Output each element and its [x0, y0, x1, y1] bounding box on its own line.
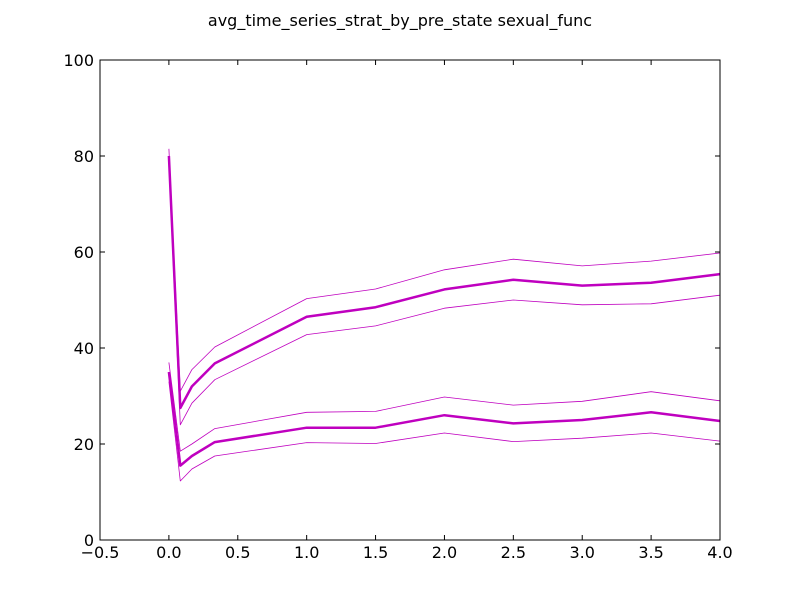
y-tick-label: 100	[63, 51, 94, 70]
y-tick-label: 0	[84, 531, 94, 550]
x-tick-label: 0.0	[156, 543, 181, 562]
series-line-4-mean	[167, 371, 721, 467]
series-line-2-upper-band	[168, 148, 721, 392]
x-tick-label: −0.5	[81, 543, 120, 562]
x-tick-label: 1.5	[363, 543, 388, 562]
series-layer	[167, 148, 721, 482]
x-tick-label: 3.5	[638, 543, 663, 562]
y-tick-label: 20	[74, 435, 94, 454]
y-tick-label: 80	[74, 147, 94, 166]
y-tick-label: 60	[74, 243, 94, 262]
series-line-6-lower-band	[168, 381, 721, 482]
series-line-3-lower-band	[168, 163, 721, 426]
y-tick-label: 40	[74, 339, 94, 358]
series-line-5-upper-band	[168, 362, 721, 452]
x-tick-label: 1.0	[294, 543, 319, 562]
plot-frame	[99, 59, 721, 541]
x-tick-label: 0.5	[225, 543, 250, 562]
x-tick-label: 2.5	[501, 543, 526, 562]
ticks-layer: −0.5 0.0 0.5 1.0 1.5 2.0 2.5 3.0 3.5 4.0 0 20 40 60 80…	[63, 51, 732, 562]
x-tick-label: 4.0	[707, 543, 732, 562]
x-tick-label: 3.0	[569, 543, 594, 562]
chart-title: avg_time_series_strat_by_pre_state sexua…	[208, 11, 592, 31]
series-line-1-mean	[167, 155, 721, 410]
x-tick-label: 2.0	[432, 543, 457, 562]
